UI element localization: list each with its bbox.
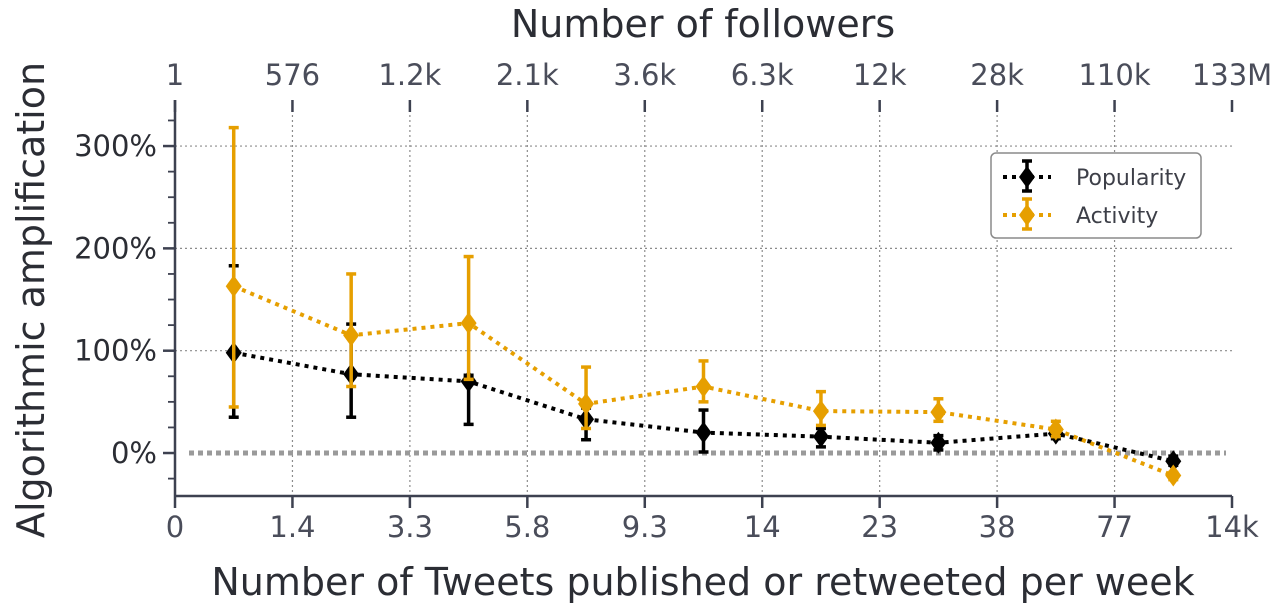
x-tick-label: 9.3: [622, 510, 668, 544]
top-tick-label: 2.1k: [496, 58, 559, 92]
top-tick-label: 28k: [970, 58, 1024, 92]
legend-marker: [1019, 204, 1035, 226]
top-axis-title: Number of followers: [511, 2, 895, 46]
legend-box: [990, 152, 1202, 239]
x-tick-label: 38: [979, 510, 1016, 544]
data-point: [930, 401, 947, 424]
top-tick-label: 6.3k: [731, 58, 794, 92]
top-tick-label: 1: [166, 58, 184, 92]
legend-label: Activity: [1076, 204, 1158, 229]
series-activity: [225, 125, 1182, 487]
top-tick-label: 1.2k: [378, 58, 441, 92]
y-tick-label: 200%: [74, 231, 157, 265]
legend-item-popularity: Popularity: [1003, 159, 1186, 193]
y-tick-label: 100%: [74, 334, 157, 368]
legend-marker: [1019, 166, 1035, 188]
y-tick-label: 300%: [74, 129, 157, 163]
top-tick-label: 3.6k: [613, 58, 676, 92]
x-axis-title: Number of Tweets published or retweeted …: [211, 560, 1194, 604]
top-tick-label: 110k: [1078, 58, 1150, 92]
data-point: [1165, 464, 1182, 487]
legend-item-activity: Activity: [1003, 197, 1158, 231]
top-tick-label: 133M: [1192, 58, 1272, 92]
y-axis-title: Algorithmic amplification: [9, 62, 53, 538]
data-point: [695, 375, 712, 398]
data-point: [1165, 450, 1182, 473]
series-group: [225, 125, 1182, 487]
data-point: [812, 425, 829, 448]
y-tick-label: 0%: [111, 436, 157, 470]
top-tick-label: 576: [265, 58, 320, 92]
data-point: [460, 370, 477, 393]
x-tick-label: 77: [1096, 510, 1133, 544]
x-tick-label: 14: [744, 510, 781, 544]
x-tick-label: 5.8: [504, 510, 550, 544]
data-point: [930, 431, 947, 454]
top-tick-label: 12k: [853, 58, 907, 92]
data-point: [460, 312, 477, 335]
data-point: [695, 421, 712, 444]
legend: Popularity Activity: [990, 152, 1202, 239]
x-tick-label: 1.4: [269, 510, 315, 544]
legend-label: Popularity: [1076, 166, 1186, 191]
x-tick-label: 23: [861, 510, 898, 544]
x-tick-label: 14k: [1205, 510, 1259, 544]
axes: 0 1.4 3.3 5.8 9.3 14 23 38 77 14k 1 576 1.2k 2.1k 3.6k…: [74, 58, 1272, 544]
data-point: [578, 392, 595, 415]
x-tick-label: 3.3: [387, 510, 433, 544]
data-point: [812, 400, 829, 423]
data-point: [225, 275, 242, 298]
x-tick-label: 0: [166, 510, 184, 544]
data-point: [343, 324, 360, 347]
data-point: [1047, 418, 1064, 441]
